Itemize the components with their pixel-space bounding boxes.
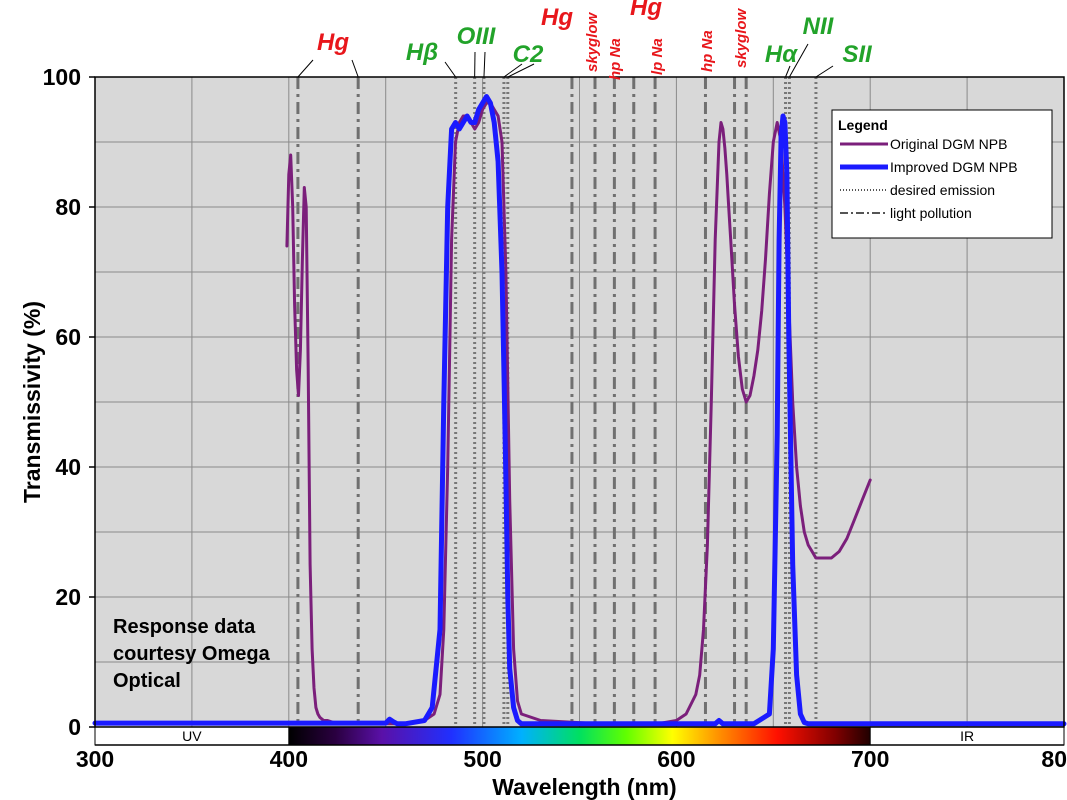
y-tick-label: 40 <box>55 454 81 480</box>
y-tick-label: 20 <box>55 584 81 610</box>
x-tick-label: 700 <box>851 746 889 772</box>
label-leader-line <box>785 65 791 78</box>
line-label: Hg <box>541 4 573 31</box>
annotation-line: courtesy Omega <box>113 643 271 665</box>
annotation-line: Optical <box>113 670 181 692</box>
x-tick-label: 80 <box>1041 746 1067 772</box>
x-tick-label: 400 <box>270 746 308 772</box>
y-tick-label: 0 <box>68 714 81 740</box>
series <box>92 94 1067 727</box>
label-leader-line <box>297 59 314 78</box>
line-label: Hα <box>765 41 798 68</box>
label-leader-line <box>351 59 359 78</box>
axes: 0 20 40 60 80 100 300 400 500 600 700 80 Wavelength … <box>19 64 1067 800</box>
line-label: hp Na <box>607 38 624 80</box>
line-label: Hβ <box>406 39 438 66</box>
legend-entry: desired emission <box>890 182 995 198</box>
line-label: Hg <box>630 0 662 21</box>
line-label: C2 <box>513 41 544 68</box>
line-label: OIII <box>457 23 497 50</box>
label-leader-line <box>483 51 486 78</box>
annotation-line: Response data <box>113 616 256 638</box>
line-label: Hg <box>317 29 349 56</box>
line-label: hp Na <box>699 30 716 72</box>
legend-entry: light pollution <box>890 205 972 221</box>
label-leader-line <box>507 63 535 78</box>
legend-title: Legend <box>838 117 888 133</box>
band-label: UV <box>182 728 202 744</box>
x-axis-title: Wavelength (nm) <box>492 774 676 800</box>
line-label: skyglow <box>584 11 601 72</box>
y-axis-title: Transmissivity (%) <box>19 301 45 503</box>
line-label: skyglow <box>733 7 750 68</box>
y-tick-label: 60 <box>55 324 81 350</box>
legend-entry: Improved DGM NPB <box>890 159 1018 175</box>
legend-box <box>831 109 1053 239</box>
label-leader-line <box>815 65 834 78</box>
line-labels: Hg Hβ OIII C2 Hg skyglow hp Na Hg lp Na hp Na skyg… <box>297 0 873 80</box>
x-tick-label: 300 <box>76 746 114 772</box>
label-leader-line <box>444 61 457 78</box>
annotation: Response data courtesy Omega Optical <box>113 616 271 692</box>
line-label: NII <box>803 13 835 40</box>
y-tick-label: 80 <box>55 194 81 220</box>
wavelength-band-bar: UV IR <box>94 726 1065 746</box>
x-tick-label: 500 <box>463 746 501 772</box>
line-label: SII <box>842 41 873 68</box>
line-label: lp Na <box>649 38 666 75</box>
legend-entry: Original DGM NPB <box>890 136 1007 152</box>
visible-spectrum-band <box>288 727 871 745</box>
series-improved-line <box>92 94 1067 727</box>
plot-frame <box>94 76 1065 728</box>
label-leader-line <box>788 43 809 78</box>
label-leader-line <box>503 63 523 78</box>
band-label: IR <box>960 728 974 744</box>
x-tick-label: 600 <box>657 746 695 772</box>
y-tick-label: 100 <box>43 64 81 90</box>
